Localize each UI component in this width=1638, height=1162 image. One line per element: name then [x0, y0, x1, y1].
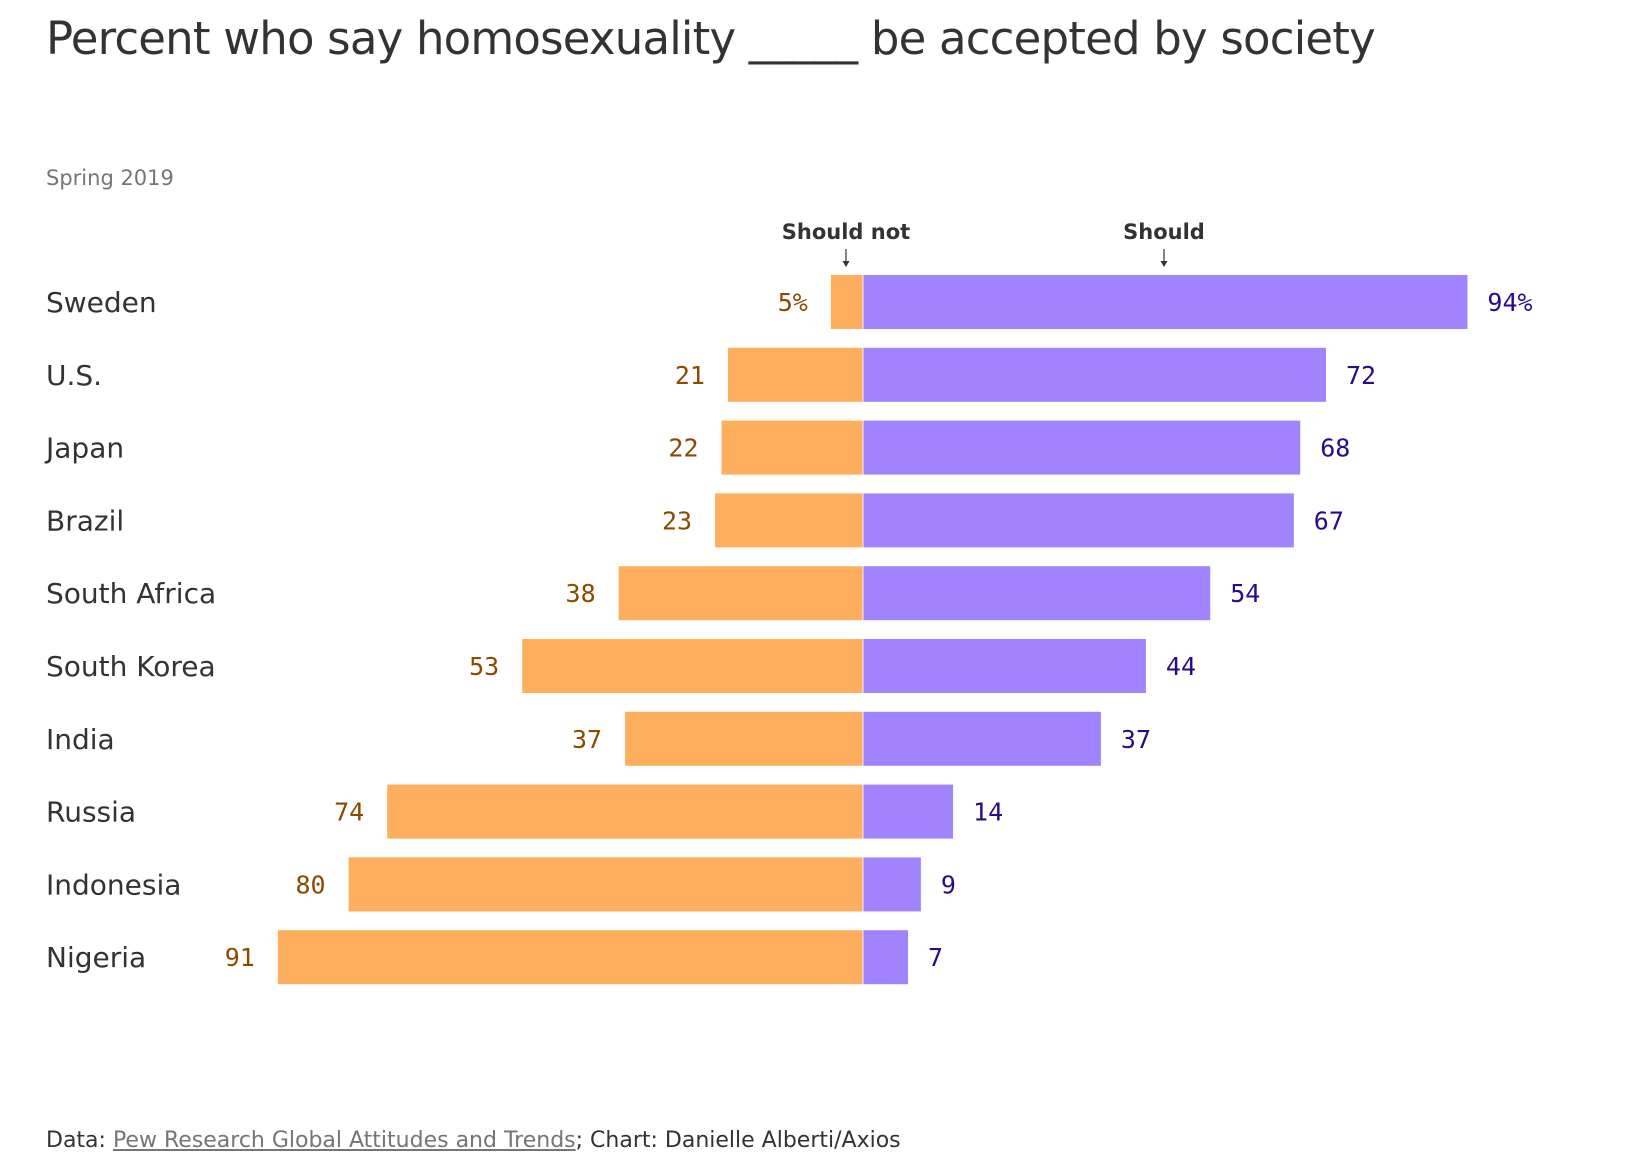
bar-should-brazil [863, 493, 1294, 548]
category-label-brazil: Brazil [46, 504, 124, 537]
bar-should-not-south-korea [522, 639, 863, 693]
bar-should-not-indonesia [348, 857, 864, 912]
value-label-should-not-south-korea: 53 [469, 652, 499, 681]
bar-should-not-brazil [715, 493, 863, 548]
value-label-should-not-russia: 74 [334, 798, 364, 827]
bar-should-not-u-s [727, 347, 863, 402]
value-label-should-india: 37 [1121, 725, 1151, 754]
value-label-should-not-indonesia: 80 [295, 870, 325, 899]
bar-should-sweden [863, 275, 1468, 329]
bar-should-not-nigeria [277, 930, 863, 985]
value-label-should-sweden: 94% [1487, 288, 1532, 317]
category-label-india: India [46, 723, 115, 756]
value-label-should-u-s: 72 [1346, 361, 1376, 390]
category-label-japan: Japan [44, 432, 124, 465]
value-label-should-not-india: 37 [572, 725, 602, 754]
value-label-should-not-nigeria: 91 [225, 943, 255, 972]
value-label-should-not-brazil: 23 [662, 506, 692, 535]
bar-should-not-russia [387, 784, 863, 839]
value-label-should-japan: 68 [1320, 434, 1350, 463]
category-label-nigeria: Nigeria [46, 941, 146, 974]
bar-should-south-africa [863, 566, 1211, 621]
value-label-should-indonesia: 9 [941, 870, 956, 899]
value-label-should-south-africa: 54 [1230, 579, 1260, 608]
category-label-indonesia: Indonesia [46, 868, 181, 901]
bar-should-not-south-africa [618, 566, 863, 621]
bar-should-india [863, 711, 1101, 766]
diverging-bar-chart: Should not Should Sweden 5% 94% U.S. 21 72 Japan… [44, 220, 1533, 985]
bar-should-not-japan [721, 420, 863, 475]
value-label-should-brazil: 67 [1314, 506, 1344, 535]
value-label-should-not-south-africa: 38 [566, 579, 596, 608]
arrow-down-icon [1160, 261, 1168, 267]
category-label-u-s: U.S. [46, 359, 102, 392]
bar-should-russia [863, 784, 954, 839]
category-label-south-korea: South Korea [46, 650, 216, 683]
value-label-should-south-korea: 44 [1166, 652, 1196, 681]
bar-should-u-s [863, 347, 1326, 402]
category-label-south-africa: South Africa [46, 577, 216, 610]
value-label-should-not-sweden: 5% [778, 288, 808, 317]
chart-title: Percent who say homosexuality _____ be a… [46, 12, 1376, 65]
chart-subtitle: Spring 2019 [46, 166, 174, 190]
chart-footer: Data: Pew Research Global Attitudes and … [46, 1128, 901, 1153]
bar-should-japan [863, 420, 1301, 475]
value-label-should-russia: 14 [973, 798, 1003, 827]
footer-data-prefix: Data: [46, 1128, 113, 1153]
arrow-down-icon [842, 261, 850, 267]
value-label-should-nigeria: 7 [928, 943, 943, 972]
footer-chart-credit: ; Chart: Danielle Alberti/Axios [575, 1128, 901, 1153]
bar-should-not-india [625, 711, 863, 766]
category-label-russia: Russia [46, 796, 136, 829]
bar-should-indonesia [863, 857, 921, 912]
bar-should-south-korea [863, 639, 1146, 693]
value-label-should-not-japan: 22 [668, 434, 698, 463]
legend-should-not-label: Should not [782, 220, 910, 244]
bar-should-nigeria [863, 930, 909, 985]
legend-should-label: Should [1123, 220, 1205, 244]
source-link[interactable]: Pew Research Global Attitudes and Trends [112, 1128, 576, 1153]
category-label-sweden: Sweden [46, 286, 157, 319]
value-label-should-not-u-s: 21 [675, 361, 705, 390]
bar-should-not-sweden [830, 275, 863, 329]
